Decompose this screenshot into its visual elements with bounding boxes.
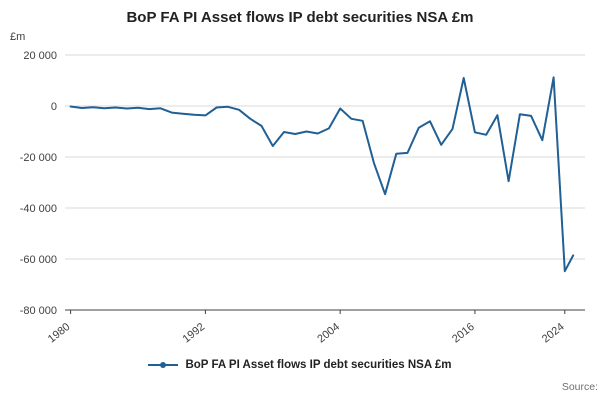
x-tick-label: 2024 xyxy=(540,321,567,346)
legend-label: BoP FA PI Asset flows IP debt securities… xyxy=(185,359,452,371)
y-tick-label: -20 000 xyxy=(20,152,57,164)
source-label: Source: xyxy=(561,381,598,393)
x-tick-label: 2016 xyxy=(450,321,477,346)
y-axis-unit-label: £m xyxy=(10,31,26,43)
data-series-line xyxy=(69,76,575,273)
legend-line-marker-icon xyxy=(148,362,179,368)
x-tick-label: 1980 xyxy=(46,321,73,346)
chart-title: BoP FA PI Asset flows IP debt securities… xyxy=(126,9,474,26)
y-tick-label: 20 000 xyxy=(23,50,57,62)
y-tick-label: -60 000 xyxy=(20,254,57,266)
y-tick-label: -40 000 xyxy=(20,203,57,215)
y-tick-label: -80 000 xyxy=(20,305,57,317)
x-tick-label: 1992 xyxy=(181,321,208,346)
line-chart: 20 000 0 -20 000 -40 000 -60 000 -80 000 1980 1… xyxy=(20,50,585,346)
chart-legend: BoP FA PI Asset flows IP debt securities… xyxy=(0,359,600,371)
x-tick-label: 2004 xyxy=(315,321,342,346)
y-tick-label: 0 xyxy=(51,101,57,113)
